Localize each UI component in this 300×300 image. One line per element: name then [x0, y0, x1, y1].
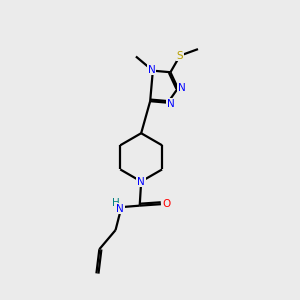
Text: N: N: [167, 99, 175, 109]
Text: H: H: [112, 198, 120, 208]
Text: N: N: [137, 176, 145, 187]
Text: O: O: [162, 199, 170, 209]
Text: N: N: [116, 204, 124, 214]
Text: S: S: [177, 51, 183, 61]
Text: N: N: [148, 64, 155, 74]
Text: N: N: [178, 83, 185, 93]
